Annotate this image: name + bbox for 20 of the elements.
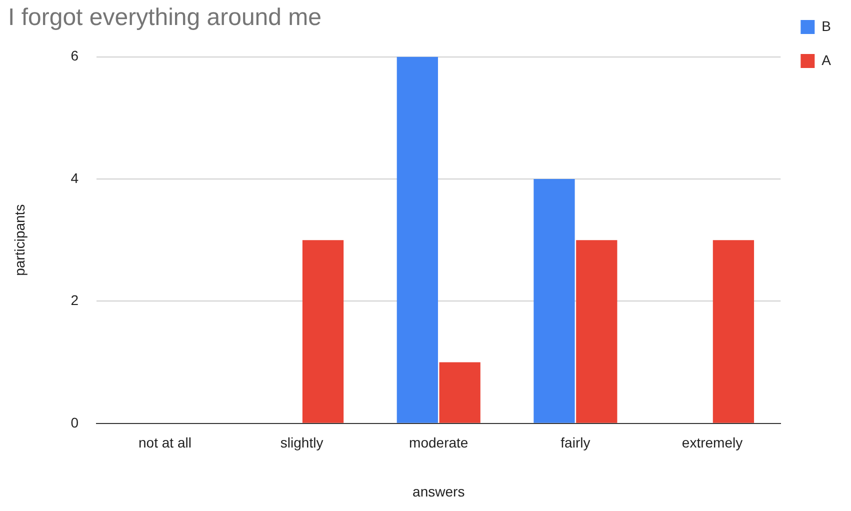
bar bbox=[439, 362, 480, 423]
x-axis-title: answers bbox=[412, 483, 465, 500]
x-tick-label: moderate bbox=[409, 434, 468, 451]
x-tick-label: fairly bbox=[560, 434, 590, 451]
y-tick-label: 4 bbox=[70, 170, 79, 186]
x-tick-label: slightly bbox=[280, 434, 324, 451]
x-tick-label: extremely bbox=[682, 434, 743, 451]
x-tick-label: not at all bbox=[138, 434, 192, 451]
y-tick-label: 6 bbox=[70, 48, 79, 64]
y-tick-label: 2 bbox=[70, 292, 79, 308]
bar bbox=[534, 179, 575, 423]
bar bbox=[302, 240, 344, 423]
legend-label: B bbox=[822, 18, 832, 34]
y-axis-title: participants bbox=[11, 204, 28, 276]
bar bbox=[396, 56, 438, 423]
legend-label: A bbox=[822, 52, 832, 68]
bar bbox=[576, 240, 618, 423]
y-tick-label: 0 bbox=[70, 414, 79, 430]
chart-title: I forgot everything around me bbox=[8, 4, 322, 32]
bar bbox=[712, 240, 754, 423]
